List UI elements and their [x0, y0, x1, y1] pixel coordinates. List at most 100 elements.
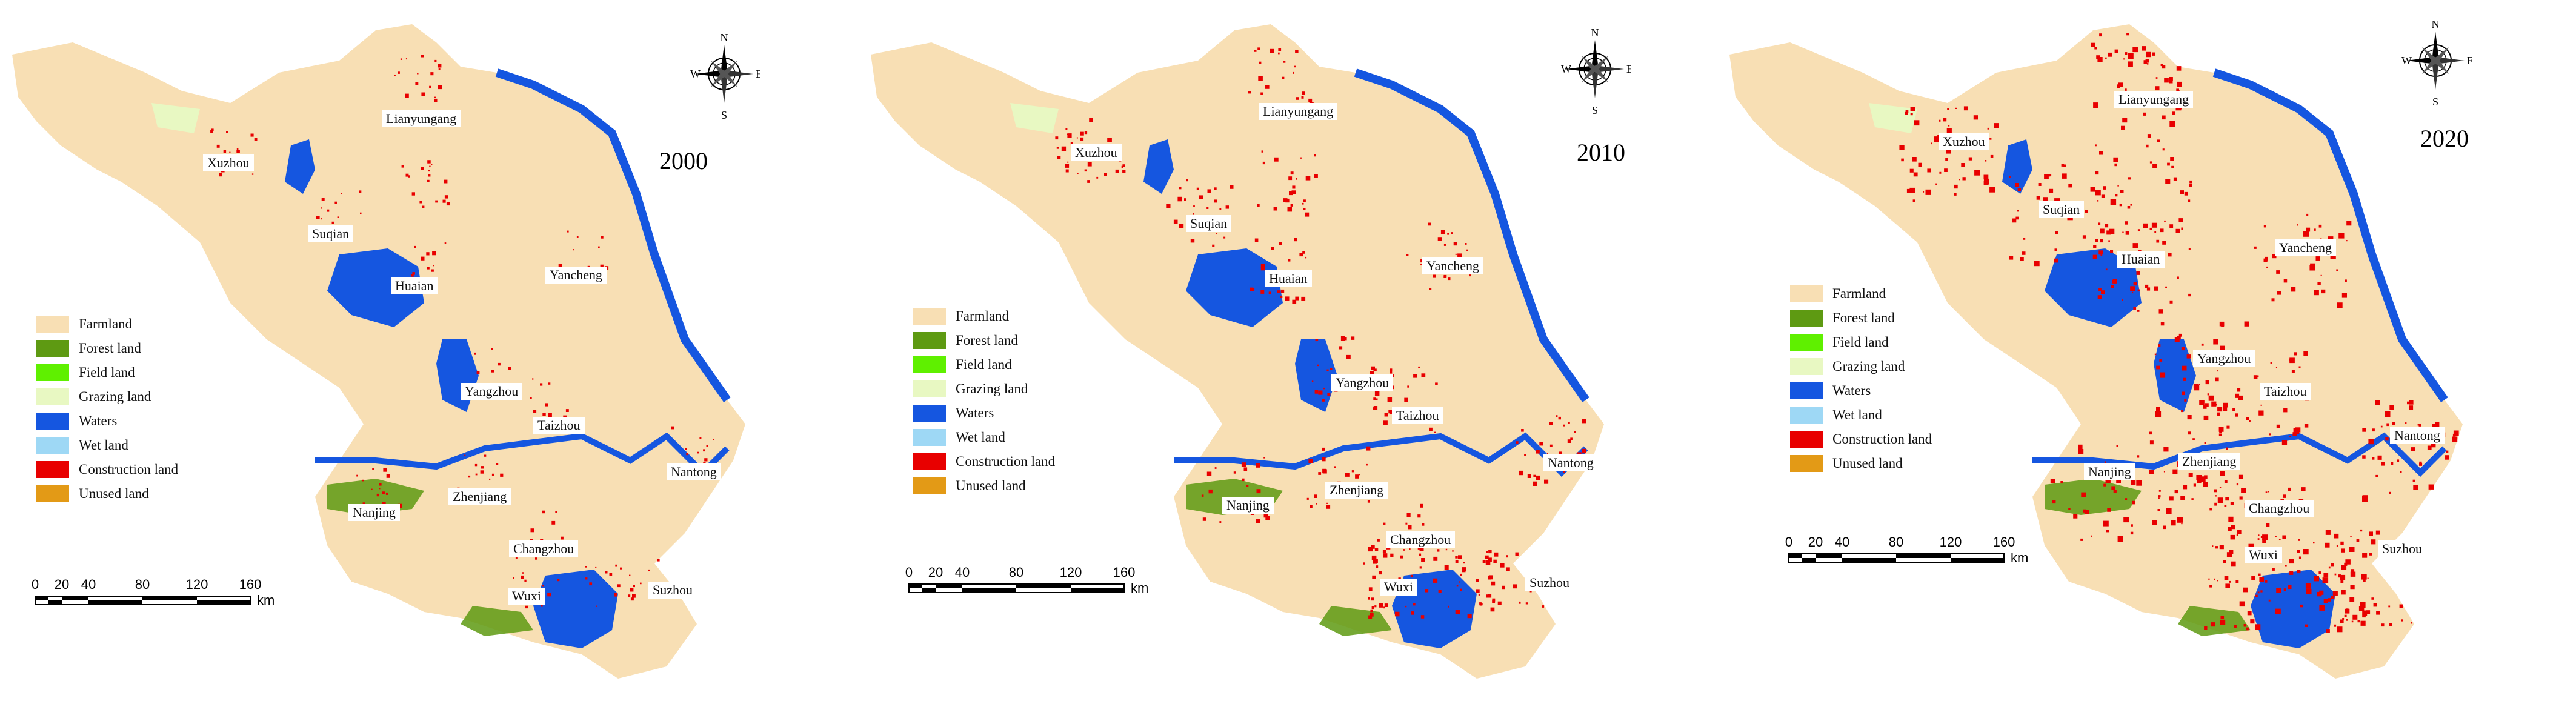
city-label-nantong: Nantong — [667, 463, 721, 480]
construction-patch — [1486, 594, 1489, 598]
construction-patch — [2304, 424, 2309, 428]
construction-patch — [1455, 610, 1460, 614]
construction-patch — [219, 173, 222, 177]
construction-patch — [2350, 536, 2352, 537]
construction-patch — [632, 594, 636, 598]
construction-patch — [1905, 111, 1908, 115]
construction-patch — [1428, 222, 1431, 226]
construction-patch — [2300, 604, 2303, 608]
construction-patch — [2257, 375, 2259, 377]
legend-label: Unused land — [1832, 456, 1903, 471]
construction-patch — [2181, 347, 2185, 351]
construction-patch — [1260, 264, 1265, 268]
construction-patch — [1274, 157, 1279, 162]
construction-patch — [2136, 480, 2142, 486]
construction-patch — [2183, 377, 2186, 381]
legend-item: Field land — [1790, 330, 1932, 354]
compass-e: E — [1626, 63, 1631, 75]
construction-patch — [1256, 463, 1260, 468]
construction-patch — [2095, 171, 2099, 175]
city-label-nantong: Nantong — [1543, 454, 1598, 471]
construction-patch — [1263, 457, 1265, 459]
construction-patch — [2146, 287, 2151, 291]
construction-patch — [1458, 555, 1462, 559]
construction-patch — [1346, 354, 1351, 359]
construction-patch — [1250, 287, 1254, 291]
scale-tick: 160 — [1993, 534, 2015, 550]
construction-patch — [2094, 47, 2097, 50]
construction-patch — [1913, 172, 1918, 177]
construction-patch — [254, 138, 258, 141]
construction-patch — [522, 572, 524, 574]
construction-patch — [2297, 224, 2298, 226]
map-panel-2000: 2000 N S W E Farmland Forest land Field … — [0, 0, 859, 701]
legend-label: Wet land — [1832, 407, 1882, 422]
gaoyou-lake — [1295, 339, 1337, 412]
construction-patch — [2123, 517, 2129, 523]
construction-patch — [2305, 624, 2308, 627]
construction-patch — [2360, 529, 2363, 532]
construction-patch — [576, 236, 579, 238]
construction-patch — [713, 439, 714, 440]
construction-patch — [1983, 174, 1989, 180]
construction-patch — [2142, 46, 2146, 51]
construction-patch — [1939, 119, 1941, 122]
construction-patch — [2105, 224, 2109, 228]
construction-patch — [2298, 556, 2301, 559]
construction-patch — [2417, 424, 2420, 426]
construction-patch — [1574, 431, 1576, 433]
construction-patch — [2305, 583, 2311, 589]
construction-patch — [2297, 570, 2301, 574]
construction-patch — [2098, 288, 2102, 291]
construction-patch — [1420, 615, 1425, 619]
city-label-taizhou: Taizhou — [2260, 383, 2311, 400]
construction-patch — [699, 437, 702, 439]
construction-patch — [1061, 146, 1067, 151]
construction-patch — [2226, 552, 2232, 557]
construction-patch — [1260, 267, 1265, 271]
construction-patch — [2054, 248, 2057, 251]
legend-label: Waters — [79, 413, 118, 428]
construction-patch — [1420, 503, 1423, 508]
construction-patch — [2154, 353, 2157, 356]
construction-patch — [2164, 220, 2166, 222]
city-label-changzhou: Changzhou — [509, 540, 579, 557]
construction-patch — [2113, 490, 2117, 493]
construction-patch — [468, 475, 471, 478]
construction-patch — [1302, 91, 1305, 95]
construction-patch — [2128, 177, 2131, 180]
construction-patch — [2084, 510, 2089, 514]
construction-patch — [2237, 530, 2242, 534]
construction-patch — [1390, 371, 1393, 374]
construction-patch — [2157, 509, 2160, 511]
legend-item: Wet land — [913, 425, 1055, 450]
construction-patch — [421, 55, 424, 58]
construction-patch — [2272, 568, 2275, 571]
construction-patch — [1104, 173, 1107, 176]
city-label-lianyungang: Lianyungang — [1259, 103, 1338, 120]
construction-patch — [2389, 491, 2391, 494]
construction-patch — [2017, 210, 2019, 212]
construction-patch — [2211, 622, 2215, 627]
scale-tick: 20 — [928, 565, 943, 580]
construction-patch — [2262, 534, 2268, 540]
construction-patch — [565, 409, 569, 412]
construction-patch — [411, 192, 415, 196]
city-label-nanjing: Nanjing — [1222, 497, 1274, 514]
construction-patch — [2081, 492, 2086, 497]
construction-patch — [2412, 479, 2415, 482]
construction-patch — [2320, 238, 2322, 240]
construction-patch — [379, 483, 382, 486]
construction-patch — [2160, 372, 2166, 378]
construction-patch — [427, 179, 430, 182]
construction-patch — [2205, 403, 2209, 407]
construction-patch — [2341, 590, 2346, 595]
construction-patch — [415, 82, 419, 85]
construction-patch — [2091, 535, 2092, 537]
construction-patch — [2317, 282, 2321, 285]
construction-patch — [1242, 478, 1245, 482]
construction-patch — [1374, 391, 1380, 396]
construction-patch — [2413, 485, 2418, 490]
construction-patch — [2167, 162, 2170, 166]
construction-patch — [1582, 419, 1586, 424]
